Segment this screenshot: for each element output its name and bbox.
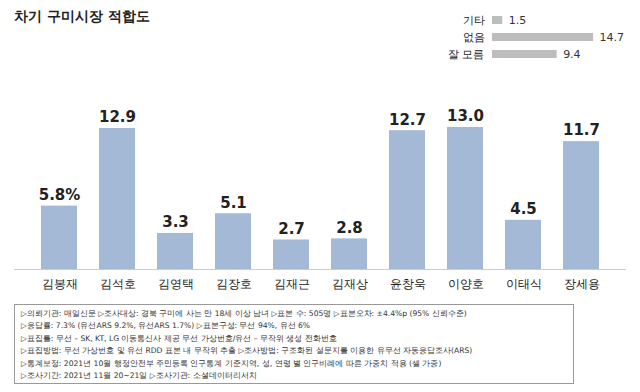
svg-text:김재상: 김재상 <box>332 277 368 291</box>
html-text:▷의뢰기관: 매일신문 ▷조사대상: 경북 구미에 사는 만: ▷의뢰기관: 매일신문 ▷조사대상: 경북 구미에 사는 만 18세 이상 남녀… <box>21 309 467 318</box>
svg-text:2.8: 2.8 <box>336 219 363 237</box>
svg-text:3.3: 3.3 <box>162 213 189 231</box>
svg-text:9.4: 9.4 <box>563 48 581 61</box>
html-text:▷표집틀: 무선 – SK, KT, LG 이동통신사 제공: ▷표집틀: 무선 – SK, KT, LG 이동통신사 제공 무선 가상번호/유… <box>21 333 337 343</box>
svg-text:12.9: 12.9 <box>99 108 136 126</box>
html-text:▷조사기간: 2021년 11월 20~21일 ▷조사기관:: ▷조사기간: 2021년 11월 20~21일 ▷조사기관: 소셜데이터리서치 <box>21 371 257 380</box>
html-text:▷통계보정: 2021년 10월 행정안전부 주민등록 인구: ▷통계보정: 2021년 10월 행정안전부 주민등록 인구통계 기준지역, 성… <box>21 358 442 368</box>
svg-text:14.7: 14.7 <box>600 31 625 44</box>
svg-text:이태식: 이태식 <box>506 277 542 291</box>
svg-text:김봉재: 김봉재 <box>42 277 78 291</box>
svg-text:기타: 기타 <box>463 14 485 27</box>
svg-text:11.7: 11.7 <box>563 121 600 139</box>
svg-text:4.5: 4.5 <box>510 200 537 218</box>
svg-text:1.5: 1.5 <box>509 14 527 27</box>
svg-text:잘 모름: 잘 모름 <box>448 48 485 61</box>
svg-text:없음: 없음 <box>463 31 485 44</box>
svg-text:2.7: 2.7 <box>278 220 305 238</box>
svg-text:장세용: 장세용 <box>564 277 600 291</box>
svg-text:13.0: 13.0 <box>447 107 484 125</box>
svg-text:이양호: 이양호 <box>448 277 484 291</box>
svg-text:김석호: 김석호 <box>100 277 136 291</box>
svg-text:김재근: 김재근 <box>274 277 310 291</box>
html-text:차기 구미시장 적합도: 차기 구미시장 적합도 <box>14 8 150 24</box>
html-text:▷표집방법: 무선 가상번호 및 유선 RDD 표본 내 무: ▷표집방법: 무선 가상번호 및 유선 RDD 표본 내 무작위 추출 ▷조사방… <box>21 346 473 356</box>
svg-text:윤창욱: 윤창욱 <box>390 277 426 291</box>
svg-text:김영택: 김영택 <box>158 277 194 291</box>
svg-text:12.7: 12.7 <box>389 111 426 129</box>
svg-text:5.1: 5.1 <box>220 194 247 212</box>
svg-text:김장호: 김장호 <box>216 277 252 291</box>
html-text:▷응답률: 7.3% (유선ARS 9.2%, 유선ARS: ▷응답률: 7.3% (유선ARS 9.2%, 유선ARS 1.7%) ▷표본구… <box>21 321 311 331</box>
svg-text:5.8%: 5.8% <box>39 186 81 204</box>
